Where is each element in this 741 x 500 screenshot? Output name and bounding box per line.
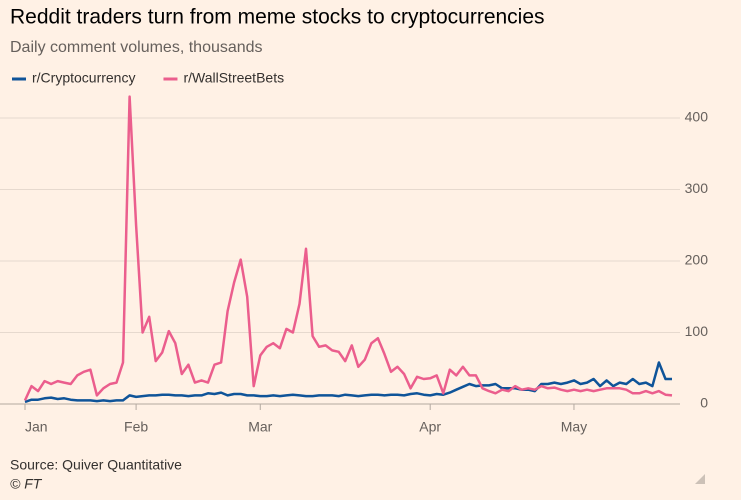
x-tick-label: Mar xyxy=(248,419,272,435)
series-line xyxy=(24,361,672,404)
legend-label: r/WallStreetBets xyxy=(183,70,284,86)
y-tick-label: 0 xyxy=(700,395,708,411)
x-tick-label: May xyxy=(561,419,587,435)
y-tick-label: 200 xyxy=(685,252,709,268)
source: Source: Quiver Quantitative xyxy=(10,457,182,473)
y-tick-label: 400 xyxy=(685,109,709,125)
x-tick-label: Feb xyxy=(124,419,148,435)
legend: r/Cryptocurrency r/WallStreetBets xyxy=(12,70,284,86)
x-tick-label: Apr xyxy=(419,419,441,435)
y-tick-label: 100 xyxy=(685,323,709,339)
x-tick-label: Jan xyxy=(25,419,48,435)
credit: © FT xyxy=(10,476,43,492)
series-line xyxy=(23,95,673,401)
y-tick-label: 300 xyxy=(685,180,709,196)
chart-subtitle: Daily comment volumes, thousands xyxy=(10,39,263,56)
legend-label: r/Cryptocurrency xyxy=(32,70,135,86)
chart-title: Reddit traders turn from meme stocks to … xyxy=(10,6,545,29)
corner-mark xyxy=(695,474,705,484)
